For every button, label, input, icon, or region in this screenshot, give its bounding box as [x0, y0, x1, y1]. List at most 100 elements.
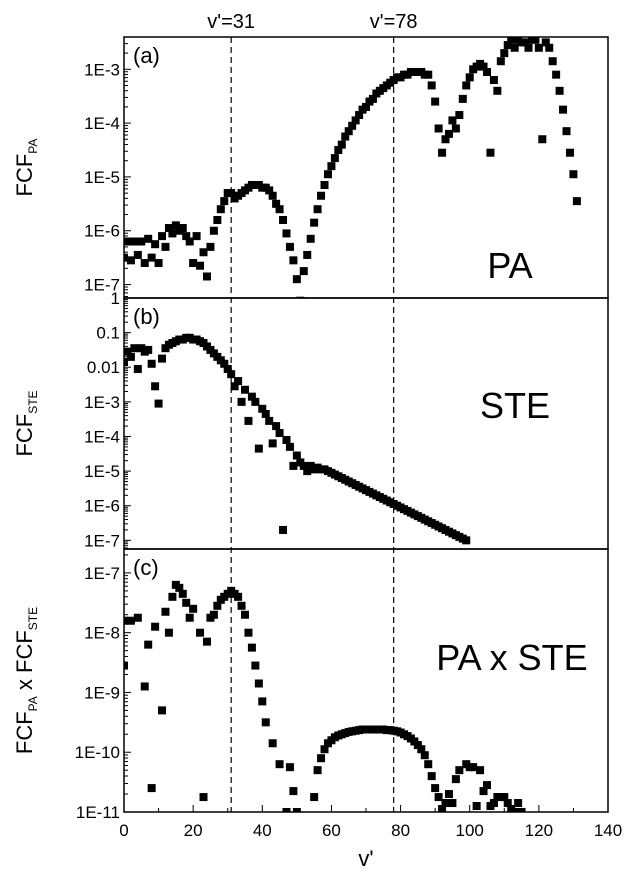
x-tick-label: 100	[456, 821, 484, 840]
data-point	[282, 808, 291, 812]
data-point	[154, 259, 163, 268]
data-point	[534, 43, 543, 52]
data-point	[161, 607, 170, 616]
data-point	[510, 43, 519, 52]
y-tick-label: 1E-3	[84, 393, 120, 412]
data-point	[572, 197, 581, 206]
data-point	[552, 70, 561, 79]
data-point	[323, 170, 332, 179]
y-tick-label: 1E-4	[84, 114, 120, 133]
data-point	[479, 62, 488, 71]
data-point	[144, 345, 153, 354]
data-point	[455, 766, 464, 775]
y-tick-label: 1E-11	[76, 803, 120, 822]
data-point	[124, 237, 132, 246]
data-point	[458, 94, 467, 103]
panel-name: PA x STE	[436, 637, 587, 678]
data-point	[320, 745, 329, 754]
x-tick-label: 80	[391, 821, 410, 840]
data-point	[124, 253, 128, 262]
x-axis: 0 20 40 60 80 100 120 140 v'	[119, 805, 622, 871]
data-point	[292, 451, 301, 460]
data-point	[500, 49, 509, 58]
x-tick-label: 0	[119, 821, 128, 840]
data-point	[282, 435, 291, 444]
data-point	[279, 215, 288, 224]
data-point	[133, 364, 142, 373]
x-tick-label: 120	[525, 821, 553, 840]
data-point	[306, 234, 315, 243]
data-point	[158, 354, 167, 363]
data-point	[164, 628, 173, 637]
data-point	[448, 799, 457, 808]
y-tick-label: 1E-4	[84, 427, 120, 446]
data-point	[310, 793, 319, 802]
panel-c: 1E-7 1E-8 1E-9 1E-10 1E-11 FCFPA x FCFSTE (c) P…	[12, 548, 609, 822]
y-tick-label: 1E-10	[75, 743, 120, 762]
data-point	[275, 760, 284, 769]
data-point	[234, 592, 243, 601]
data-point	[185, 613, 194, 622]
data-point	[479, 787, 488, 796]
data-point	[196, 628, 205, 637]
y-tick-label: 1E-9	[84, 683, 120, 702]
data-point	[541, 38, 550, 47]
panels: 1E-7 1E-6 1E-5 1E-4 1E-3 FCFPA (a) PA 1 0.1 0.01 1E…	[12, 36, 609, 822]
data-point	[168, 592, 177, 601]
data-point	[216, 205, 225, 214]
data-point	[489, 799, 498, 808]
data-point	[417, 745, 426, 754]
data-point	[124, 358, 128, 367]
y-tick-label: 1E-3	[84, 60, 120, 79]
data-point	[158, 232, 167, 241]
data-point	[227, 370, 236, 379]
y-axis-label: FCFPA x FCFSTE	[12, 607, 40, 754]
data-point	[334, 146, 343, 155]
data-point	[234, 377, 243, 386]
data-point	[272, 422, 281, 431]
data-point	[355, 111, 364, 120]
data-point	[427, 81, 436, 90]
data-point	[427, 772, 436, 781]
data-point	[279, 525, 288, 534]
data-point	[431, 97, 440, 106]
panel-name: STE	[480, 385, 550, 426]
data-point	[438, 805, 447, 812]
data-point	[444, 790, 453, 799]
data-point	[448, 116, 457, 125]
data-point	[517, 808, 526, 812]
data-point	[524, 43, 533, 52]
data-point	[254, 444, 263, 453]
data-point	[202, 637, 211, 646]
data-point	[569, 170, 578, 179]
data-point	[483, 67, 491, 76]
data-point	[441, 135, 450, 144]
data-point	[258, 404, 267, 413]
data-point	[164, 224, 173, 233]
data-point	[151, 622, 160, 631]
data-point	[130, 344, 139, 353]
data-point	[171, 221, 180, 230]
data-point	[247, 392, 256, 401]
data-point	[220, 197, 229, 206]
data-point	[268, 739, 277, 748]
data-points	[124, 37, 581, 298]
data-point	[317, 191, 326, 200]
data-point	[493, 86, 502, 95]
data-point	[189, 259, 198, 268]
y-tick-label: 1	[111, 289, 120, 308]
data-point	[289, 256, 298, 265]
data-point	[140, 259, 149, 268]
reference-line-label: v'=31	[207, 11, 255, 33]
data-point	[151, 240, 160, 249]
data-point	[444, 129, 453, 138]
data-point	[341, 132, 350, 141]
data-point	[182, 598, 191, 607]
data-point	[420, 751, 429, 760]
data-point	[268, 439, 277, 448]
y-tick-label: 1E-7	[84, 276, 120, 295]
data-point	[175, 583, 184, 592]
data-point	[434, 793, 443, 802]
y-axis-label: FCFSTE	[12, 390, 40, 456]
y-tick-label: 1E-5	[84, 168, 120, 187]
